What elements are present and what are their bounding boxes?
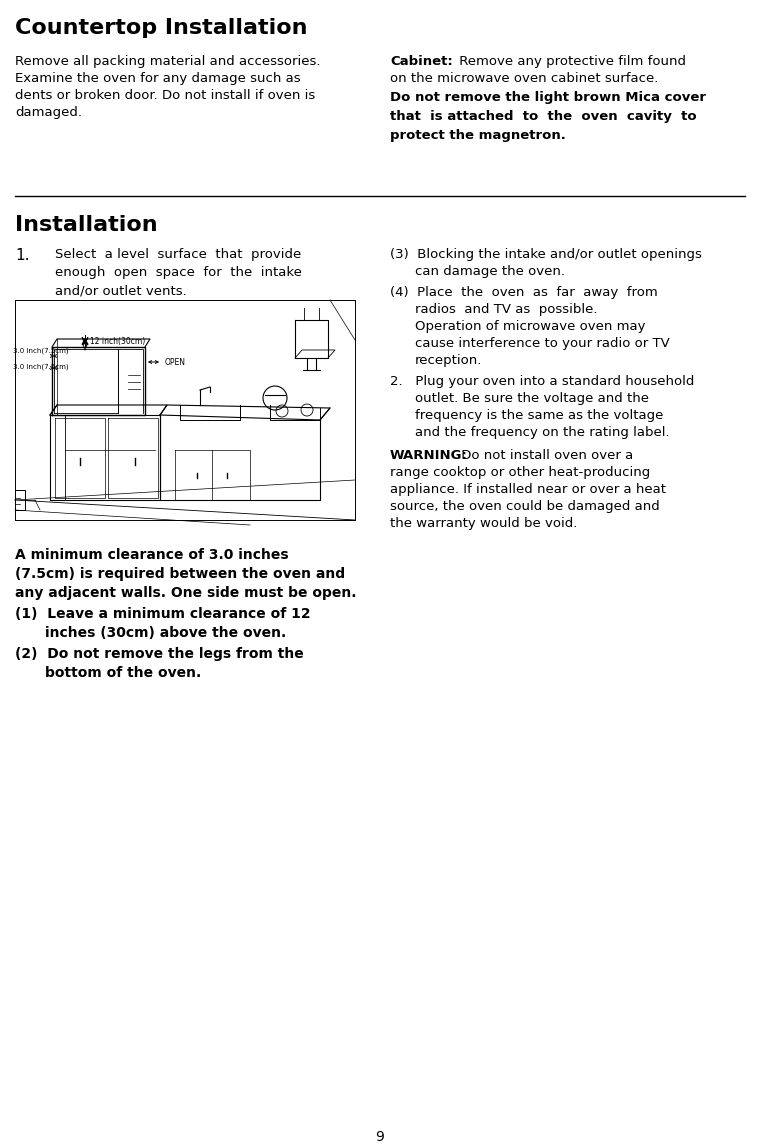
- Text: (1)  Leave a minimum clearance of 12: (1) Leave a minimum clearance of 12: [15, 607, 311, 621]
- Text: OPEN: OPEN: [165, 358, 186, 367]
- Text: that  is attached  to  the  oven  cavity  to: that is attached to the oven cavity to: [390, 110, 697, 123]
- Text: any adjacent walls. One side must be open.: any adjacent walls. One side must be ope…: [15, 586, 356, 600]
- Text: 2.   Plug your oven into a standard household: 2. Plug your oven into a standard househ…: [390, 375, 695, 388]
- Text: Cabinet:: Cabinet:: [390, 55, 453, 68]
- Text: radios  and TV as  possible.: radios and TV as possible.: [415, 303, 597, 317]
- Text: range cooktop or other heat-producing: range cooktop or other heat-producing: [390, 466, 651, 479]
- Text: the warranty would be void.: the warranty would be void.: [390, 517, 578, 530]
- Text: source, the oven could be damaged and: source, the oven could be damaged and: [390, 500, 660, 513]
- Text: Examine the oven for any damage such as: Examine the oven for any damage such as: [15, 72, 301, 85]
- Text: cause interference to your radio or TV: cause interference to your radio or TV: [415, 337, 670, 350]
- Text: and the frequency on the rating label.: and the frequency on the rating label.: [415, 426, 670, 439]
- Text: inches (30cm) above the oven.: inches (30cm) above the oven.: [45, 626, 287, 640]
- Text: reception.: reception.: [415, 354, 483, 367]
- Text: damaged.: damaged.: [15, 106, 82, 119]
- Text: 12 inch(30cm): 12 inch(30cm): [90, 337, 145, 346]
- Text: (4)  Place  the  oven  as  far  away  from: (4) Place the oven as far away from: [390, 286, 657, 299]
- Text: Remove all packing material and accessories.: Remove all packing material and accessor…: [15, 55, 321, 68]
- Text: 3.0 inch(7.5cm): 3.0 inch(7.5cm): [13, 362, 68, 369]
- Text: enough  open  space  for  the  intake: enough open space for the intake: [55, 266, 302, 279]
- Text: on the microwave oven cabinet surface.: on the microwave oven cabinet surface.: [390, 72, 658, 85]
- Text: appliance. If installed near or over a heat: appliance. If installed near or over a h…: [390, 483, 666, 496]
- Text: Operation of microwave oven may: Operation of microwave oven may: [415, 320, 645, 333]
- Text: frequency is the same as the voltage: frequency is the same as the voltage: [415, 409, 663, 422]
- Text: protect the magnetron.: protect the magnetron.: [390, 128, 566, 142]
- Text: (7.5cm) is required between the oven and: (7.5cm) is required between the oven and: [15, 567, 345, 582]
- Text: dents or broken door. Do not install if oven is: dents or broken door. Do not install if …: [15, 89, 315, 102]
- Text: Do not install oven over a: Do not install oven over a: [457, 448, 633, 462]
- Text: can damage the oven.: can damage the oven.: [415, 265, 565, 278]
- Text: bottom of the oven.: bottom of the oven.: [45, 666, 201, 680]
- Text: 1.: 1.: [15, 248, 30, 263]
- Text: Countertop Installation: Countertop Installation: [15, 18, 308, 38]
- Text: (2)  Do not remove the legs from the: (2) Do not remove the legs from the: [15, 647, 304, 661]
- Text: Installation: Installation: [15, 214, 157, 235]
- Text: and/or outlet vents.: and/or outlet vents.: [55, 284, 187, 297]
- Text: A minimum clearance of 3.0 inches: A minimum clearance of 3.0 inches: [15, 548, 289, 562]
- Text: outlet. Be sure the voltage and the: outlet. Be sure the voltage and the: [415, 392, 649, 405]
- Text: 9: 9: [375, 1130, 385, 1144]
- Text: (3)  Blocking the intake and/or outlet openings: (3) Blocking the intake and/or outlet op…: [390, 248, 702, 262]
- Text: WARNING:: WARNING:: [390, 448, 468, 462]
- Text: Remove any protective film found: Remove any protective film found: [455, 55, 686, 68]
- Text: Do not remove the light brown Mica cover: Do not remove the light brown Mica cover: [390, 91, 706, 104]
- Text: 3.0 inch(7.5cm): 3.0 inch(7.5cm): [13, 348, 68, 354]
- Text: Select  a level  surface  that  provide: Select a level surface that provide: [55, 248, 301, 262]
